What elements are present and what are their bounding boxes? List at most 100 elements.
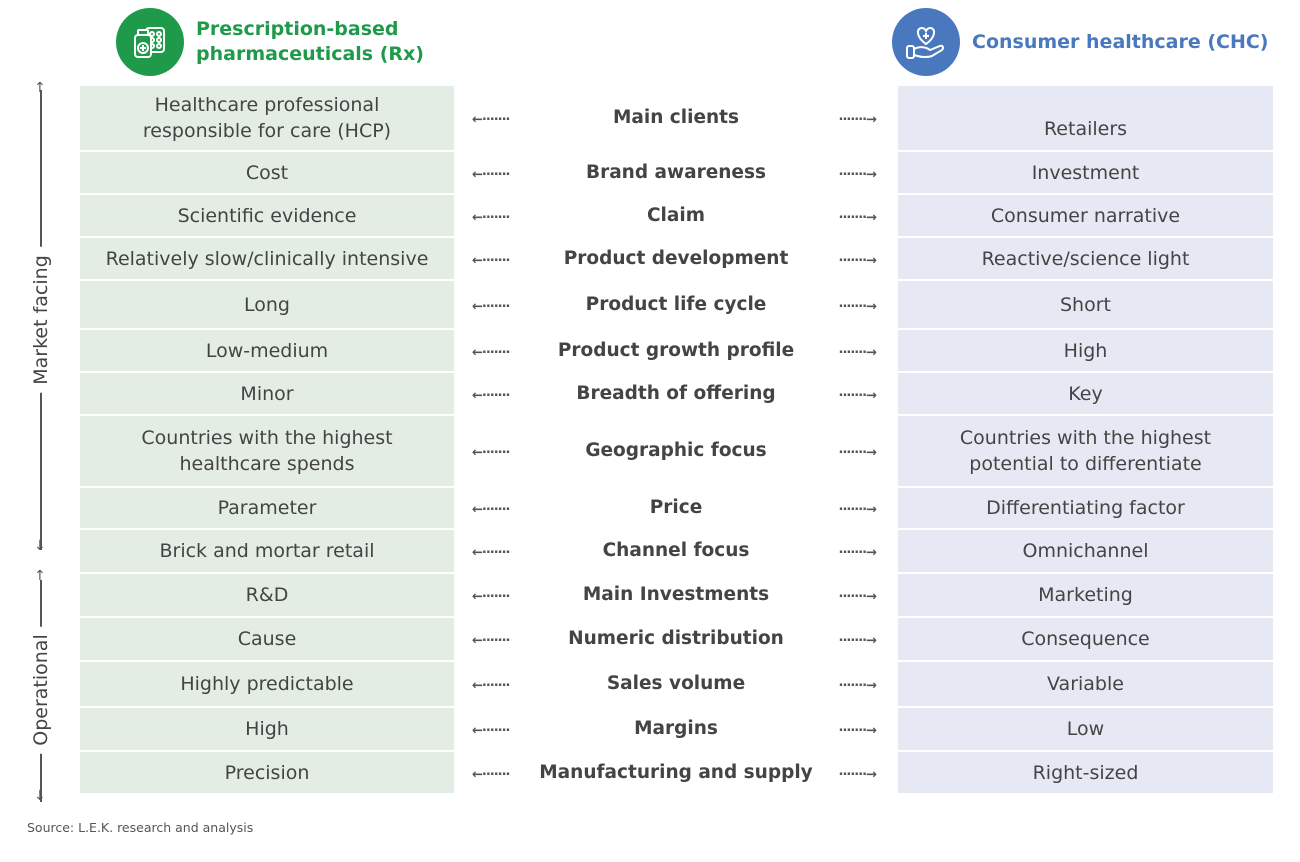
rx-cell-text: Precision — [224, 761, 310, 784]
rx-cell-text: Healthcare professional responsible for … — [142, 94, 392, 142]
chc-cell: Countries with the highest potential to … — [898, 416, 1273, 488]
chc-cell: Low — [898, 708, 1273, 752]
rx-cell: Scientific evidence — [80, 195, 454, 238]
chc-cell-text: Retailers — [1043, 118, 1128, 140]
rx-cell: Countries with the highest healthcare sp… — [80, 416, 454, 488]
chc-cell-text: Countries with the highest potential to … — [959, 427, 1212, 475]
arrow-up-icon: ↑ — [34, 568, 46, 584]
arrow-right-icon: ·······→ — [838, 167, 877, 183]
rx-cell-text: Low-medium — [205, 339, 329, 362]
rx-cell: Minor — [80, 373, 454, 416]
rx-cell-text: Highly predictable — [180, 673, 354, 695]
chc-cell-text: Marketing — [1038, 584, 1133, 606]
comparison-table: Healthcare professional responsible for … — [80, 86, 1273, 795]
rx-cell: Highly predictable — [80, 662, 454, 708]
dimension-label: Claim ←······· ·······→ — [454, 195, 898, 238]
rx-title-line2: pharmaceuticals (Rx) — [196, 43, 424, 65]
chc-cell: Investment — [898, 152, 1273, 195]
arrow-right-icon: ·······→ — [838, 589, 877, 605]
arrow-left-icon: ←······· — [472, 767, 510, 783]
dimension-label-text: Brand awareness — [585, 161, 767, 183]
chc-cell-text: Differentiating factor — [986, 497, 1185, 519]
dimension-label-text: Product life cycle — [585, 293, 767, 315]
chc-cell-text: Low — [1066, 718, 1105, 740]
market-facing-label: Market facing — [30, 247, 52, 393]
rx-title-line1: Prescription-based — [196, 18, 399, 40]
arrow-right-icon: ·······→ — [838, 723, 877, 739]
source-note: Source: L.E.K. research and analysis — [27, 820, 254, 835]
rx-cell: Precision — [80, 752, 454, 795]
arrow-right-icon: ·······→ — [838, 767, 877, 783]
dimension-label-text: Price — [649, 497, 703, 518]
rx-cell-text: High — [245, 718, 289, 740]
arrow-left-icon: ←······· — [472, 502, 510, 518]
rx-cell: Relatively slow/clinically intensive — [80, 238, 454, 281]
arrow-left-icon: ←······· — [472, 589, 510, 605]
rx-cell-text: Cost — [245, 161, 289, 184]
rx-cell-text: Parameter — [217, 497, 317, 519]
dimension-label: Brand awareness ←······· ·······→ — [454, 152, 898, 195]
chc-cell: Marketing — [898, 574, 1273, 618]
dimension-label: Product life cycle ←······· ·······→ — [454, 281, 898, 330]
dimension-label: Main clients ←······· ·······→ — [454, 86, 898, 152]
chc-cell: Omnichannel — [898, 530, 1273, 574]
chc-cell: Key — [898, 373, 1273, 416]
chc-cell-text: Investment — [1031, 161, 1140, 184]
dimension-label: Product growth profile ←······· ·······→ — [454, 330, 898, 373]
dimension-label-text: Product development — [563, 247, 789, 269]
arrow-up-icon: ↑ — [34, 80, 46, 96]
rx-cell-text: Minor — [240, 382, 294, 405]
rx-cell-text: Countries with the highest healthcare sp… — [141, 427, 393, 475]
rx-cell-text: Long — [244, 293, 290, 316]
arrow-left-icon: ←······· — [472, 299, 510, 315]
arrow-left-icon: ←······· — [472, 723, 510, 739]
chc-cell: Reactive/science light — [898, 238, 1273, 281]
rx-cell: Healthcare professional responsible for … — [80, 86, 454, 152]
arrow-right-icon: ·······→ — [838, 388, 877, 404]
arrow-down-icon: ↓ — [34, 538, 46, 554]
arrow-right-icon: ·······→ — [838, 253, 877, 269]
dimension-label-text: Margins — [634, 718, 718, 739]
arrow-left-icon: ←······· — [472, 253, 510, 269]
hand-heart-icon — [892, 8, 960, 76]
dimension-label: Numeric distribution ←······· ·······→ — [454, 618, 898, 662]
chc-title: Consumer healthcare (CHC) — [972, 30, 1269, 53]
rx-cell-text: Brick and mortar retail — [159, 540, 375, 562]
dimension-label-text: Breadth of offering — [576, 382, 776, 404]
rx-header: Prescription-based pharmaceuticals (Rx) — [116, 8, 424, 76]
arrow-right-icon: ·······→ — [838, 112, 877, 128]
rx-cell-text: Relatively slow/clinically intensive — [105, 247, 429, 270]
rx-cell: Parameter — [80, 488, 454, 530]
chc-cell-text: Omnichannel — [1022, 540, 1149, 562]
arrow-down-icon: ↓ — [34, 788, 46, 804]
chc-cell: Differentiating factor — [898, 488, 1273, 530]
dimension-label: Price ←······· ·······→ — [454, 488, 898, 530]
arrow-left-icon: ←······· — [472, 445, 510, 461]
chc-cell-text: Short — [1060, 293, 1111, 316]
dimension-label-text: Geographic focus — [585, 440, 767, 461]
arrow-right-icon: ·······→ — [838, 545, 877, 561]
arrow-left-icon: ←······· — [472, 210, 510, 226]
chc-cell-text: Right-sized — [1032, 761, 1139, 784]
chc-header: Consumer healthcare (CHC) — [892, 8, 1269, 76]
dimension-label: Manufacturing and supply ←······· ·······→ — [454, 752, 898, 795]
rx-cell: Cause — [80, 618, 454, 662]
chc-cell: Variable — [898, 662, 1273, 708]
dimension-label: Geographic focus ←······· ·······→ — [454, 416, 898, 488]
dimension-label: Main Investments ←······· ·······→ — [454, 574, 898, 618]
arrow-right-icon: ·······→ — [838, 633, 877, 649]
arrow-left-icon: ←······· — [472, 633, 510, 649]
rx-cell-text: Scientific evidence — [177, 204, 357, 227]
chc-cell-text: Consequence — [1021, 628, 1150, 650]
rx-cell: Brick and mortar retail — [80, 530, 454, 574]
rx-cell: Long — [80, 281, 454, 330]
chc-cell-text: Reactive/science light — [981, 247, 1190, 270]
rx-cell: R&D — [80, 574, 454, 618]
chc-cell: Right-sized — [898, 752, 1273, 795]
dimension-label-text: Channel focus — [602, 540, 750, 561]
dimension-label: Breadth of offering ←······· ·······→ — [454, 373, 898, 416]
arrow-left-icon: ←······· — [472, 167, 510, 183]
arrow-right-icon: ·······→ — [838, 445, 877, 461]
dimension-label: Product development ←······· ·······→ — [454, 238, 898, 281]
